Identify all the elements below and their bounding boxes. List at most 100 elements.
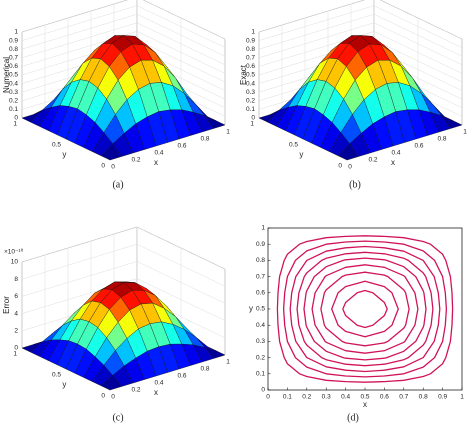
z-tick-label: 0	[251, 115, 255, 122]
x-tick-label: 1	[463, 129, 467, 136]
x-tick-label: 1	[460, 394, 464, 401]
y-tick-label: 1	[13, 351, 17, 358]
grid-line	[136, 243, 226, 287]
y-tick-label: 1	[261, 225, 265, 232]
z-tick-label: 0.9	[246, 37, 255, 44]
grid-line	[136, 22, 226, 66]
y-tick-label: 0.8	[256, 257, 265, 264]
grid-line	[258, 5, 375, 41]
z-tick-label: 2	[14, 328, 18, 335]
y-tick-label: 0.7	[256, 273, 265, 280]
grid-line	[136, 5, 226, 48]
contour-line	[331, 280, 399, 338]
z-axis-label: Exact	[239, 64, 248, 85]
y-axis-label: y	[62, 150, 66, 159]
x-tick-label: 0.7	[399, 394, 408, 401]
z-tick-label: 4	[14, 310, 18, 317]
x-axis-label: x	[154, 158, 158, 167]
z-offset-label: ×10⁻¹⁰	[4, 248, 24, 256]
caption: (c)	[112, 412, 123, 423]
grid-line	[21, 243, 138, 280]
x-tick-label: 1	[226, 359, 230, 366]
z-tick-label: 0.1	[9, 106, 18, 113]
x-axis-label: x	[154, 388, 158, 397]
y-tick-label: 0	[101, 393, 105, 400]
z-tick-label: 0.7	[246, 55, 255, 62]
grid-line	[379, 0, 463, 40]
grid-line	[136, 226, 226, 270]
grid-line	[258, 13, 375, 50]
y-axis-label: y	[249, 304, 253, 313]
contour-line	[289, 245, 441, 373]
z-axis-label: Numerical	[2, 57, 11, 93]
z-tick-label: 6	[14, 293, 18, 300]
grid-line	[373, 13, 463, 57]
z-tick-label: 0.6	[9, 63, 18, 70]
z-axis-label: Error	[2, 296, 11, 314]
grid-line	[21, 5, 138, 41]
z-tick-label: 0.9	[9, 37, 18, 44]
z-tick-label: 1	[14, 29, 18, 36]
grid-line	[258, 22, 375, 59]
contour-line	[320, 271, 410, 347]
y-axis-label: y	[62, 380, 66, 389]
y-tick-label: 0.9	[256, 241, 265, 248]
grid-line	[373, 39, 463, 83]
z-tick-label: 8	[14, 276, 18, 283]
grid-line	[21, 0, 129, 33]
x-tick-label: 0	[266, 394, 270, 401]
x-tick-label: 0.4	[154, 380, 163, 387]
x-tick-label: 0.9	[438, 394, 447, 401]
z-tick-label: 0.1	[246, 106, 255, 113]
z-tick-label: 0.7	[9, 55, 18, 62]
x-tick-label: 0.8	[200, 136, 209, 143]
contour-line	[303, 257, 427, 361]
z-tick-label: 0.4	[9, 80, 18, 87]
contour-line	[276, 235, 454, 383]
z-tick-label: 0	[14, 345, 18, 352]
x-tick-label: 0.4	[391, 150, 400, 157]
grid-line	[373, 5, 463, 48]
grid-line	[373, 22, 463, 66]
y-tick-label: 0	[101, 163, 105, 170]
y-tick-label: 0.2	[256, 354, 265, 361]
y-tick-label: 0.4	[256, 322, 265, 329]
x-tick-label: 0.4	[154, 150, 163, 157]
grid-line	[21, 261, 138, 297]
z-tick-label: 0.6	[246, 63, 255, 70]
contour-line	[342, 289, 388, 329]
x-tick-label: 0.8	[437, 136, 446, 143]
caption: (a)	[112, 179, 123, 190]
y-tick-label: 0	[338, 163, 342, 170]
x-tick-label: 0	[111, 164, 115, 171]
plot-area	[267, 227, 463, 391]
x-tick-label: 0.1	[283, 394, 292, 401]
x-tick-label: 0.3	[322, 394, 331, 401]
x-tick-label: 0.2	[131, 157, 140, 164]
grid-line	[136, 278, 226, 321]
contour-line	[282, 240, 448, 378]
contour-line	[296, 251, 434, 367]
x-tick-label: 0.6	[177, 373, 186, 380]
z-tick-label: 0.2	[9, 98, 18, 105]
grid-line	[21, 22, 138, 59]
y-tick-label: 0.5	[256, 306, 265, 313]
grid-line	[136, 31, 226, 74]
y-tick-label: 0.3	[256, 338, 265, 345]
y-tick-label: 1	[250, 121, 254, 128]
z-tick-label: 0.8	[246, 46, 255, 53]
x-tick-label: 0.6	[380, 394, 389, 401]
y-tick-label: 0.5	[289, 142, 298, 149]
x-tick-label: 0.8	[200, 366, 209, 373]
z-tick-label: 0.5	[9, 72, 18, 79]
y-tick-label: 0.5	[52, 142, 61, 149]
z-tick-label: 0.4	[246, 80, 255, 87]
grid-line	[136, 13, 226, 57]
x-tick-label: 0.5	[360, 394, 369, 401]
grid-line	[136, 39, 226, 83]
x-tick-label: 0	[348, 164, 352, 171]
grid-line	[136, 261, 226, 304]
x-tick-label: 0.6	[177, 143, 186, 150]
grid-line	[142, 0, 226, 40]
